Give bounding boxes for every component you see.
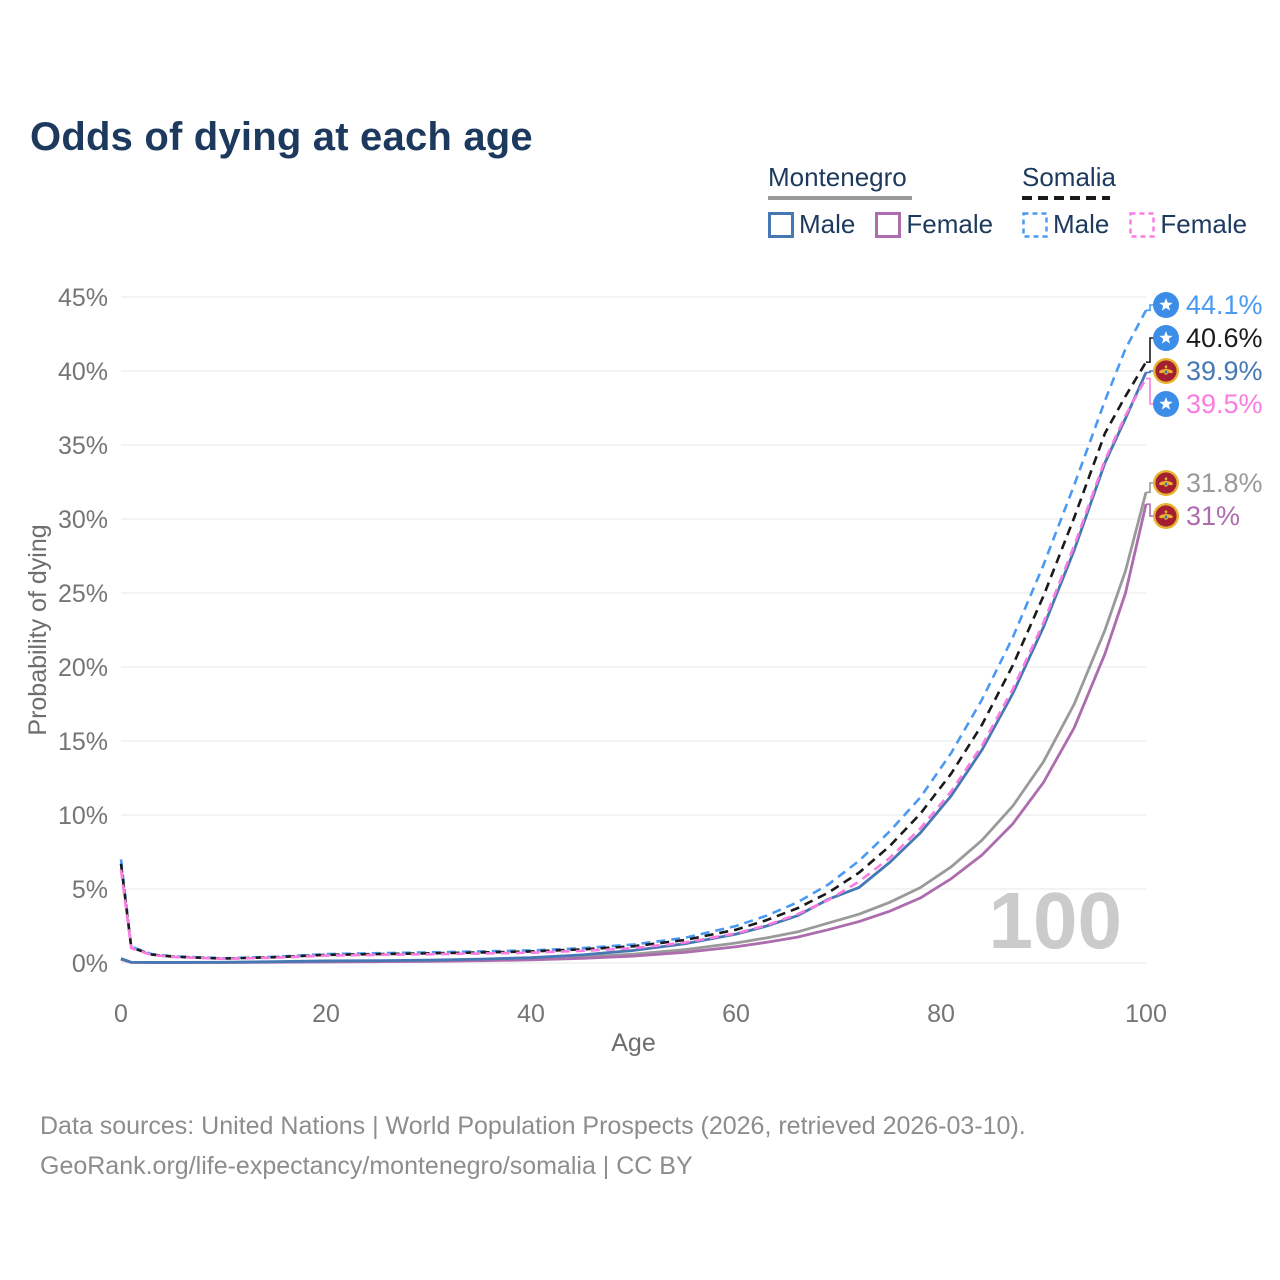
footer: Data sources: United Nations | World Pop… bbox=[40, 1106, 1026, 1186]
watermark-age-100: 100 bbox=[989, 876, 1122, 965]
footer-attribution: GeoRank.org/life-expectancy/montenegro/s… bbox=[40, 1152, 693, 1180]
x-tick-label: 100 bbox=[1125, 1000, 1167, 1028]
somalia-male-swatch-icon[interactable] bbox=[1022, 211, 1048, 238]
line-chart: 0% 5% 10% 15% 20% 25% 30% 35% 40% 45% 0 20 40 60 80 100… bbox=[24, 284, 1263, 1057]
label-connector-montenegro_female bbox=[1146, 503, 1154, 517]
somalia-flag-icon bbox=[1153, 292, 1179, 318]
x-tick-label: 0 bbox=[114, 1000, 128, 1028]
series-line-montenegro_male bbox=[120, 371, 1148, 964]
legend-item-somalia-female[interactable]: Female bbox=[1129, 209, 1247, 240]
end-value-label-somalia_male: 44.1% bbox=[1186, 290, 1263, 320]
y-axis-title: Probability of dying bbox=[24, 524, 52, 735]
montenegro-line-style-swatch bbox=[768, 196, 912, 200]
end-value-label-somalia_all: 40.6% bbox=[1186, 323, 1263, 353]
end-value-label-montenegro_male: 39.9% bbox=[1186, 356, 1263, 386]
y-tick-label: 45% bbox=[58, 284, 108, 312]
y-tick-label: 40% bbox=[58, 358, 108, 386]
legend-group-title-montenegro: Montenegro bbox=[768, 162, 907, 192]
end-value-label-somalia_female: 39.5% bbox=[1186, 389, 1263, 419]
y-tick-label: 0% bbox=[72, 950, 108, 978]
legend-group-somalia: Somalia Male Female bbox=[1022, 162, 1247, 240]
legend-item-montenegro-male[interactable]: Male bbox=[768, 209, 855, 240]
x-axis-title: Age bbox=[611, 1029, 655, 1057]
x-tick-label: 20 bbox=[312, 1000, 340, 1028]
footer-data-sources: Data sources: United Nations | World Pop… bbox=[40, 1112, 1026, 1140]
series-line-somalia_female bbox=[119, 377, 1148, 961]
legend-item-montenegro-female[interactable]: Female bbox=[875, 209, 993, 240]
somalia-female-swatch-icon[interactable] bbox=[1129, 211, 1156, 238]
page-title: Odds of dying at each age bbox=[30, 114, 533, 159]
legend-group-montenegro: Montenegro Male Female bbox=[768, 162, 993, 240]
x-tick-label: 60 bbox=[722, 1000, 750, 1028]
somalia-flag-icon bbox=[1153, 391, 1179, 417]
somalia-line-style-swatch bbox=[1022, 196, 1110, 200]
y-tick-label: 35% bbox=[58, 432, 108, 460]
end-value-label-montenegro_all: 31.8% bbox=[1186, 468, 1263, 498]
y-tick-label: 5% bbox=[72, 876, 108, 904]
montenegro-male-swatch-icon[interactable] bbox=[768, 211, 794, 238]
montenegro-flag-icon bbox=[1153, 503, 1179, 529]
series-line-somalia_all bbox=[119, 361, 1148, 960]
x-tick-label: 80 bbox=[927, 1000, 955, 1028]
y-tick-label: 25% bbox=[58, 580, 108, 608]
y-tick-label: 15% bbox=[58, 728, 108, 756]
legend-item-somalia-male[interactable]: Male bbox=[1022, 209, 1109, 240]
label-connector-somalia_male bbox=[1146, 304, 1154, 312]
legend-item-label: Male bbox=[799, 209, 856, 239]
label-connector-montenegro_male bbox=[1146, 370, 1154, 374]
montenegro-female-swatch-icon[interactable] bbox=[875, 211, 902, 238]
x-tick-label: 40 bbox=[517, 1000, 545, 1028]
montenegro-flag-icon bbox=[1153, 358, 1179, 384]
label-connector-somalia_all bbox=[1146, 337, 1154, 363]
y-tick-label: 20% bbox=[58, 654, 108, 682]
montenegro-flag-icon bbox=[1153, 470, 1179, 496]
y-tick-label: 10% bbox=[58, 802, 108, 830]
end-value-label-montenegro_female: 31% bbox=[1186, 501, 1240, 531]
legend-item-label: Female bbox=[906, 209, 994, 239]
legend-group-title-somalia: Somalia bbox=[1022, 162, 1116, 192]
somalia-flag-icon bbox=[1153, 325, 1179, 351]
y-tick-label: 30% bbox=[58, 506, 108, 534]
label-connector-montenegro_all bbox=[1146, 482, 1154, 494]
legend-item-label: Male bbox=[1053, 209, 1110, 239]
label-connector-somalia_female bbox=[1146, 377, 1154, 405]
series-line-somalia_male bbox=[119, 309, 1148, 960]
legend-item-label: Female bbox=[1160, 209, 1248, 239]
